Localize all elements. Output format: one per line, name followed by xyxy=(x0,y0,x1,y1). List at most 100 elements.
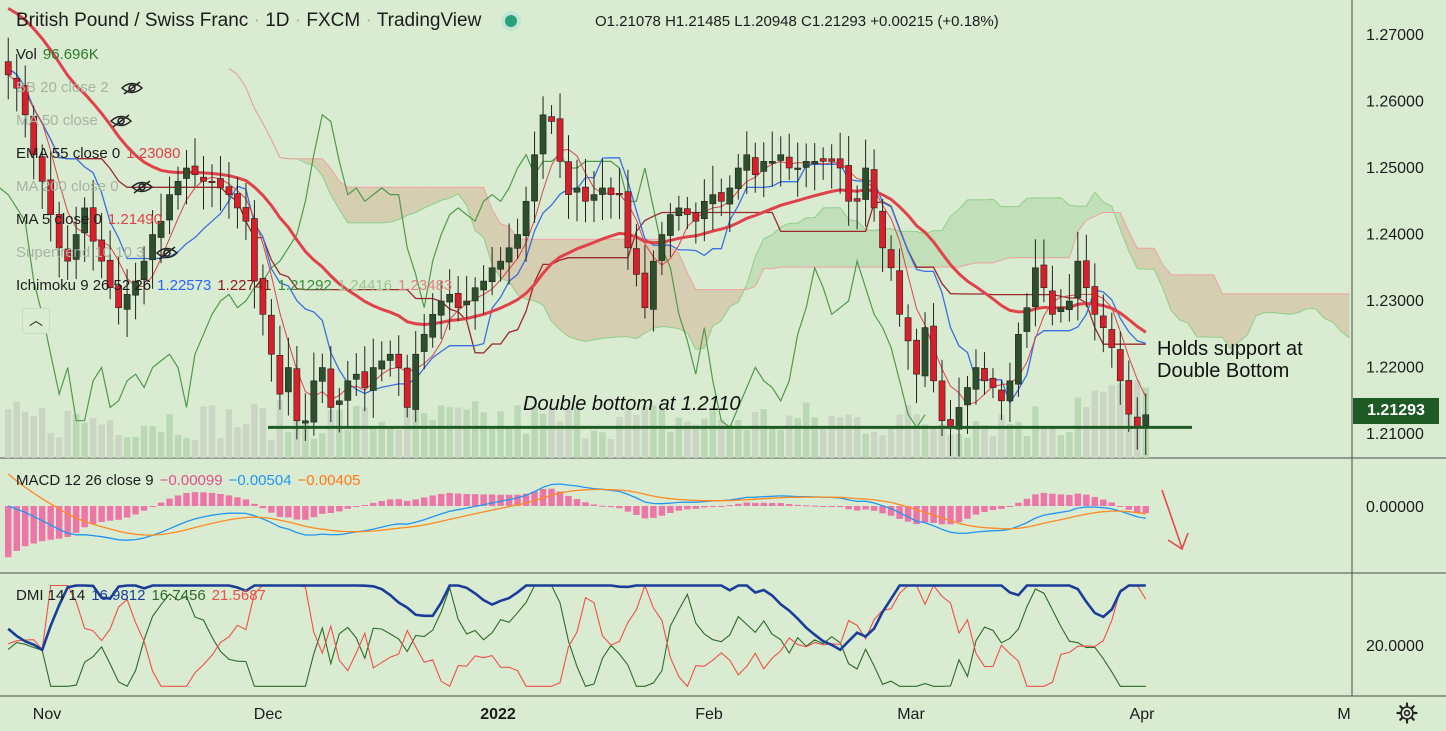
candle-body xyxy=(335,400,343,405)
holds-support-annotation-line1: Holds support at xyxy=(1157,338,1303,360)
macd-histogram-bar xyxy=(887,506,895,516)
volume-bar xyxy=(769,428,776,458)
macd-histogram-bar xyxy=(387,499,394,506)
kijun-line xyxy=(7,67,1146,354)
volume-bar xyxy=(667,431,674,458)
macd-histogram-bar xyxy=(166,498,173,506)
kumo-cloud-segment xyxy=(992,199,1002,263)
macd-histogram-bar xyxy=(412,499,419,506)
volume-bar xyxy=(548,407,555,458)
legend-ma5[interactable]: MA 5 close 0 1.21490 xyxy=(16,211,163,228)
legend-ema55[interactable]: EMA 55 close 0 1.23080 xyxy=(16,145,181,162)
legend-supertrend[interactable]: Supertrend 10 10 3 xyxy=(16,244,179,261)
macd-histogram-bar xyxy=(497,494,504,506)
hidden-eye-icon[interactable] xyxy=(120,81,143,95)
gear-icon[interactable] xyxy=(1396,702,1418,724)
candle-body xyxy=(760,161,768,172)
volume-bar xyxy=(276,400,284,458)
legend-vol[interactable]: Vol 96.696K xyxy=(16,46,99,63)
legend-ichimoku[interactable]: Ichimoku 9 26 52 26 1.22573 1.22741 1.21292… xyxy=(16,277,453,294)
kumo-cloud-segment xyxy=(1205,274,1214,338)
candle-body xyxy=(904,317,912,342)
macd-histogram-bar xyxy=(488,494,496,506)
kumo-cloud-segment xyxy=(364,187,374,223)
time-tick-label: Mar xyxy=(897,706,925,723)
legend-ma50[interactable]: MA 50 close xyxy=(16,112,132,129)
kumo-cloud-segment xyxy=(1069,205,1078,258)
candle-body xyxy=(81,207,89,234)
candle-body xyxy=(896,270,903,315)
candle-body xyxy=(166,194,173,221)
candle-body xyxy=(751,157,759,175)
candle-body xyxy=(582,186,589,202)
kumo-cloud-segment xyxy=(1315,293,1325,319)
legend-dmi[interactable]: DMI 14 14 16.9812 16.7456 21.5687 xyxy=(16,587,266,604)
candle-body xyxy=(964,387,971,406)
legend-bb[interactable]: BB 20 close 2 xyxy=(16,79,143,96)
candle-body xyxy=(72,234,80,260)
kumo-cloud-segment xyxy=(424,187,433,209)
volume-bar xyxy=(709,409,717,458)
candle-body xyxy=(845,165,853,202)
kumo-cloud-segment xyxy=(1307,293,1316,309)
volume-bar xyxy=(38,407,46,458)
macd-signal-line xyxy=(7,473,1146,536)
macd-histogram-bar xyxy=(183,493,190,506)
macd-histogram-bar xyxy=(1108,502,1116,506)
macd-histogram-bar xyxy=(879,506,886,514)
macd-histogram-bar xyxy=(174,495,182,506)
candle-body xyxy=(30,115,38,156)
volume-bar xyxy=(862,433,869,458)
volume-bar xyxy=(658,407,666,458)
macd-histogram-bar xyxy=(590,504,598,506)
macd-histogram-bar xyxy=(106,506,114,521)
time-tick-label: Apr xyxy=(1130,706,1156,723)
kumo-cloud-segment xyxy=(1077,206,1087,232)
volume-bar xyxy=(998,414,1005,458)
legend-macd[interactable]: MACD 12 26 close 9 −0.00099 −0.00504 −0.004… xyxy=(16,472,361,489)
kumo-cloud-segment xyxy=(1052,197,1061,258)
macd-histogram-bar xyxy=(658,506,666,516)
candle-body xyxy=(497,260,504,270)
bearish-arrow-icon xyxy=(1161,489,1183,549)
kumo-cloud-segment xyxy=(865,229,875,268)
volume-bar xyxy=(123,437,131,458)
kumo-cloud-segment xyxy=(441,187,450,201)
macd-histogram-bar xyxy=(132,506,139,515)
macd-histogram-bar xyxy=(471,494,479,506)
volume-bar xyxy=(879,435,886,458)
volume-bar xyxy=(234,427,241,458)
collapse-legend-button[interactable]: ︿ xyxy=(22,308,50,334)
legend-ma200[interactable]: MA 200 close 0 xyxy=(16,178,153,195)
volume-bar xyxy=(633,414,640,458)
macd-histogram-bar xyxy=(794,504,801,506)
volume-bar xyxy=(285,431,292,458)
hidden-eye-icon[interactable] xyxy=(109,114,132,128)
macd-histogram-bar xyxy=(13,506,20,551)
kumo-cloud-segment xyxy=(593,239,603,340)
candle-body xyxy=(386,353,394,361)
candle-body xyxy=(344,380,352,401)
candle-body xyxy=(726,187,734,205)
volume-bar xyxy=(208,405,216,458)
candle-body xyxy=(463,300,471,306)
kumo-cloud-segment xyxy=(857,221,866,268)
candle-body xyxy=(913,339,920,375)
macd-histogram-bar xyxy=(938,506,946,525)
macd-histogram-bar xyxy=(692,506,700,509)
hidden-eye-icon[interactable] xyxy=(130,180,153,194)
candle-body xyxy=(378,360,386,370)
macd-histogram-bar xyxy=(811,505,818,507)
macd-histogram-bar xyxy=(72,506,80,533)
hidden-eye-icon[interactable] xyxy=(156,246,179,260)
candle-body xyxy=(446,294,454,303)
volume-bar xyxy=(420,412,428,458)
candle-body xyxy=(403,367,411,408)
kumo-cloud-segment xyxy=(390,187,399,223)
kumo-cloud-segment xyxy=(1043,197,1053,258)
kumo-cloud-segment xyxy=(551,239,561,330)
kumo-cloud-segment xyxy=(908,231,917,268)
macd-histogram-bar xyxy=(336,506,343,512)
macd-histogram-bar xyxy=(5,506,12,558)
